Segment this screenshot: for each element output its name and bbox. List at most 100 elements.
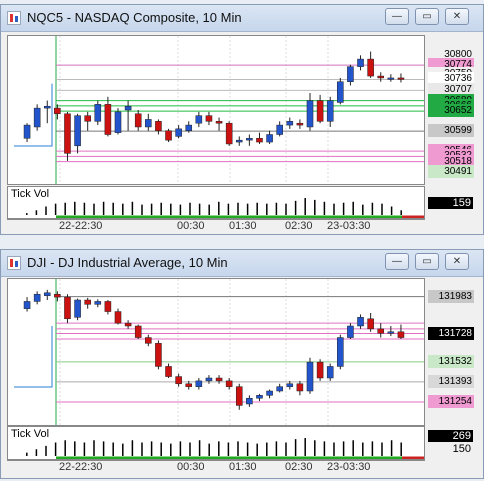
price-label: 30652 [428,104,474,118]
time-label: 01:30 [229,220,257,232]
time-label: 23-03:30 [327,461,371,473]
candle-up [256,395,263,399]
candle-up [326,100,334,122]
candle-up [33,107,41,128]
tick-volume-value: 159 [428,197,473,209]
candle-down [377,328,385,334]
time-label: 00:30 [177,220,205,232]
candle-down [104,301,112,312]
candle-up [387,331,395,334]
candle-down [296,383,304,392]
chart-app-icon [7,256,21,270]
time-label: 22-22:30 [59,220,103,232]
candle-up [94,104,102,122]
candle-down [84,115,91,122]
minimize-button[interactable]: — [385,8,409,25]
candle-down [316,100,324,122]
time-label: 02:30 [285,461,313,473]
candle-up [145,119,152,128]
candle-down [54,107,61,115]
candle-up [337,81,344,103]
candle-up [357,58,364,67]
candle-down [316,361,324,379]
time-label: 02:30 [285,220,313,232]
candle-up [347,66,354,82]
candle-up [276,386,283,392]
candle-down [215,121,223,124]
candle-up [266,134,273,143]
candle-down [256,138,263,143]
candle-down [397,331,405,338]
candle-up [235,139,243,143]
price-label: 30736 [428,72,474,86]
candle-up [306,361,314,392]
time-label: 22-22:30 [59,461,103,473]
time-label: 00:30 [177,461,205,473]
candle-up [306,100,314,128]
volume-bars [26,198,424,219]
price-plot[interactable] [7,35,425,185]
volume-bars [26,438,424,460]
window-titlebar[interactable]: DJI - DJ Industrial Average, 10 Min — ▭ … [1,250,483,277]
candle-down [367,318,374,330]
candlestick-chart [14,36,424,184]
candle-down [175,376,182,385]
price-label: 30599 [428,124,474,138]
candle-down [205,115,213,122]
candle-down [165,366,172,377]
candle-up [276,124,283,135]
time-axis: 22-22:30 00:30 01:30 02:30 23-03:30 [7,460,425,475]
candle-down [235,386,243,406]
minimize-button[interactable]: — [385,253,409,270]
price-label: 131393 [428,374,474,388]
tick-volume-label: Tick Vol [11,428,50,440]
chart-app-icon [7,11,21,25]
window-title: DJI - DJ Industrial Average, 10 Min [27,255,228,270]
candle-down [64,113,71,154]
window-titlebar[interactable]: NQC5 - NASDAQ Composite, 10 Min — ▭ ✕ [1,5,483,32]
chart-window-nasdaq[interactable]: NQC5 - NASDAQ Composite, 10 Min — ▭ ✕ 30… [0,4,484,235]
candle-up [246,397,253,405]
candle-up [74,115,81,147]
candle-down [104,104,112,135]
price-label: 30707 [428,83,474,97]
candlestick-chart [14,279,424,425]
price-plot[interactable] [7,278,425,426]
candle-down [54,293,61,298]
candle-up [185,124,193,131]
close-button[interactable]: ✕ [445,253,469,270]
candle-up [23,301,31,309]
candle-down [134,113,142,128]
restore-button[interactable]: ▭ [415,253,439,270]
tick-volume-panel[interactable]: Tick Vol [7,426,425,460]
price-axis: 3080030774307503073630707306803066630652… [425,35,477,185]
candle-up [326,366,334,379]
candle-down [296,122,304,126]
tick-volume-label: Tick Vol [11,188,50,200]
candle-up [286,121,294,126]
candle-up [337,337,344,367]
candle-down [377,75,385,79]
candle-up [43,105,51,109]
price-label: 30491 [428,164,474,178]
candle-down [165,130,172,141]
chart-window-dji[interactable]: DJI - DJ Industrial Average, 10 Min — ▭ … [0,249,484,479]
candle-down [145,337,152,344]
tick-volume-panel[interactable]: Tick Vol [7,186,425,219]
tick-volume-value: 269 [428,430,473,442]
prior-close-indicator [14,326,53,388]
time-label: 23-03:30 [327,220,371,232]
candle-down [84,299,91,305]
price-label: 30518 [428,154,474,168]
window-title: NQC5 - NASDAQ Composite, 10 Min [27,10,242,25]
close-button[interactable]: ✕ [445,8,469,25]
candle-up [205,377,213,382]
prior-close-indicator [14,83,53,147]
price-label: 131254 [428,394,474,408]
candle-down [114,311,122,324]
candle-down [397,77,405,80]
candle-up [266,390,273,396]
candle-up [387,77,395,80]
time-label: 01:30 [229,461,257,473]
restore-button[interactable]: ▭ [415,8,439,25]
